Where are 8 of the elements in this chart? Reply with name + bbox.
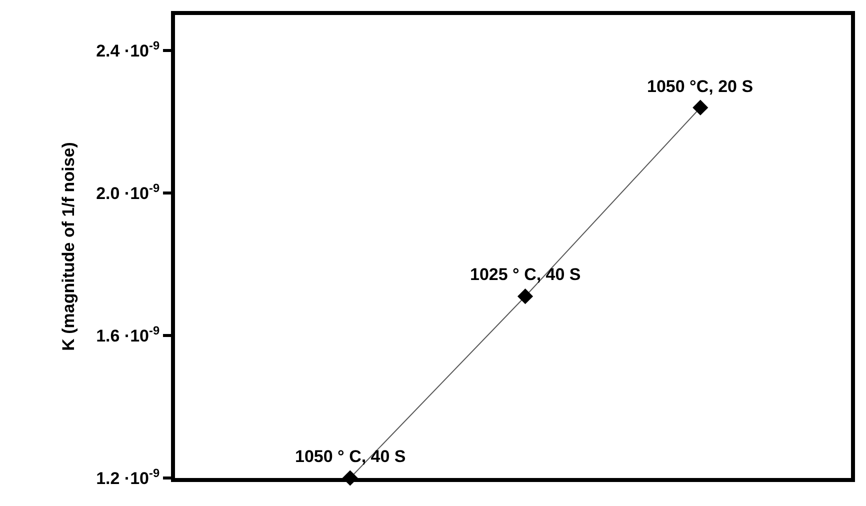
y-tick-label: 1.2 ·10$^{-9}$ xyxy=(96,466,160,488)
y-tick-label: 2.0 ·10$^{-9}$ xyxy=(96,180,160,204)
annotation: 1050 °C, 20 S xyxy=(647,77,754,96)
y-tick-label: 1.6 ·10$^{-9}$ xyxy=(96,323,160,346)
y-tick-label: 2.4 ·10$^{-9}$ xyxy=(96,38,160,61)
annotation: 1050 ° C, 40 S xyxy=(295,447,406,466)
y-axis-title: K (magnitude of 1/f noise) xyxy=(59,142,78,351)
annotation: 1025 ° C, 40 S xyxy=(470,265,581,284)
